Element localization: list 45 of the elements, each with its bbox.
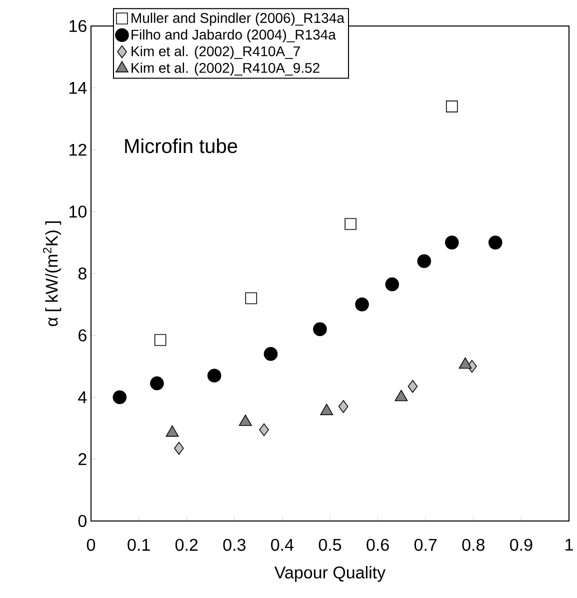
legend-label: Filho and Jabardo (2004)_R134a (132, 29, 336, 42)
point (417, 254, 432, 268)
x-tick-label: 0.3 (223, 538, 246, 551)
y-tick-label: 0 (78, 514, 86, 528)
point (446, 100, 458, 112)
x-axis-title: Vapour Quality (274, 566, 386, 582)
point (338, 400, 348, 413)
y-axis-title: α [ kW/(m$^{2}$K) ] (42, 221, 62, 326)
y-tick-label: 2 (78, 453, 86, 466)
x-tick-label: 1 (566, 538, 573, 551)
point (264, 347, 278, 361)
legend-label: Kim et al. (2002)_R410A_7 (132, 46, 300, 60)
point (355, 298, 369, 312)
x-tick-label: 0.2 (175, 538, 198, 551)
point (245, 292, 258, 304)
y-tick-label: 6 (78, 329, 86, 342)
point (385, 277, 400, 292)
y-tick-label: 4 (78, 391, 87, 404)
point (488, 236, 502, 250)
point (154, 334, 166, 346)
y-tick-label: 10 (70, 206, 86, 218)
x-tick-label: 0.6 (366, 538, 389, 551)
x-tick-label: 0.4 (271, 538, 294, 551)
point (344, 218, 356, 230)
x-tick-label: 0.8 (462, 538, 484, 551)
point (259, 423, 269, 436)
x-tick-label: 0 (86, 538, 96, 551)
y-tick-label: 16 (70, 20, 86, 32)
y-tick-label: 12 (70, 144, 86, 156)
annotation: Microfin tube (125, 138, 238, 154)
legend-label: Kim et al. (2002)_R410A_9.52 (132, 62, 320, 76)
point (112, 390, 127, 404)
y-tick-label: 14 (70, 82, 87, 94)
x-tick-label: 0.9 (510, 538, 532, 551)
point (408, 380, 418, 393)
point (313, 322, 327, 336)
x-tick-label: 0.5 (318, 538, 342, 551)
y-tick-label: 8 (78, 267, 86, 280)
point (150, 376, 164, 390)
legend-label: Muller and Spindler (2006)_R134a (132, 12, 344, 26)
point (207, 368, 222, 382)
x-tick-label: 0.1 (128, 538, 150, 551)
x-tick-label: 0.7 (414, 538, 437, 551)
point (174, 442, 184, 455)
point (444, 236, 459, 250)
